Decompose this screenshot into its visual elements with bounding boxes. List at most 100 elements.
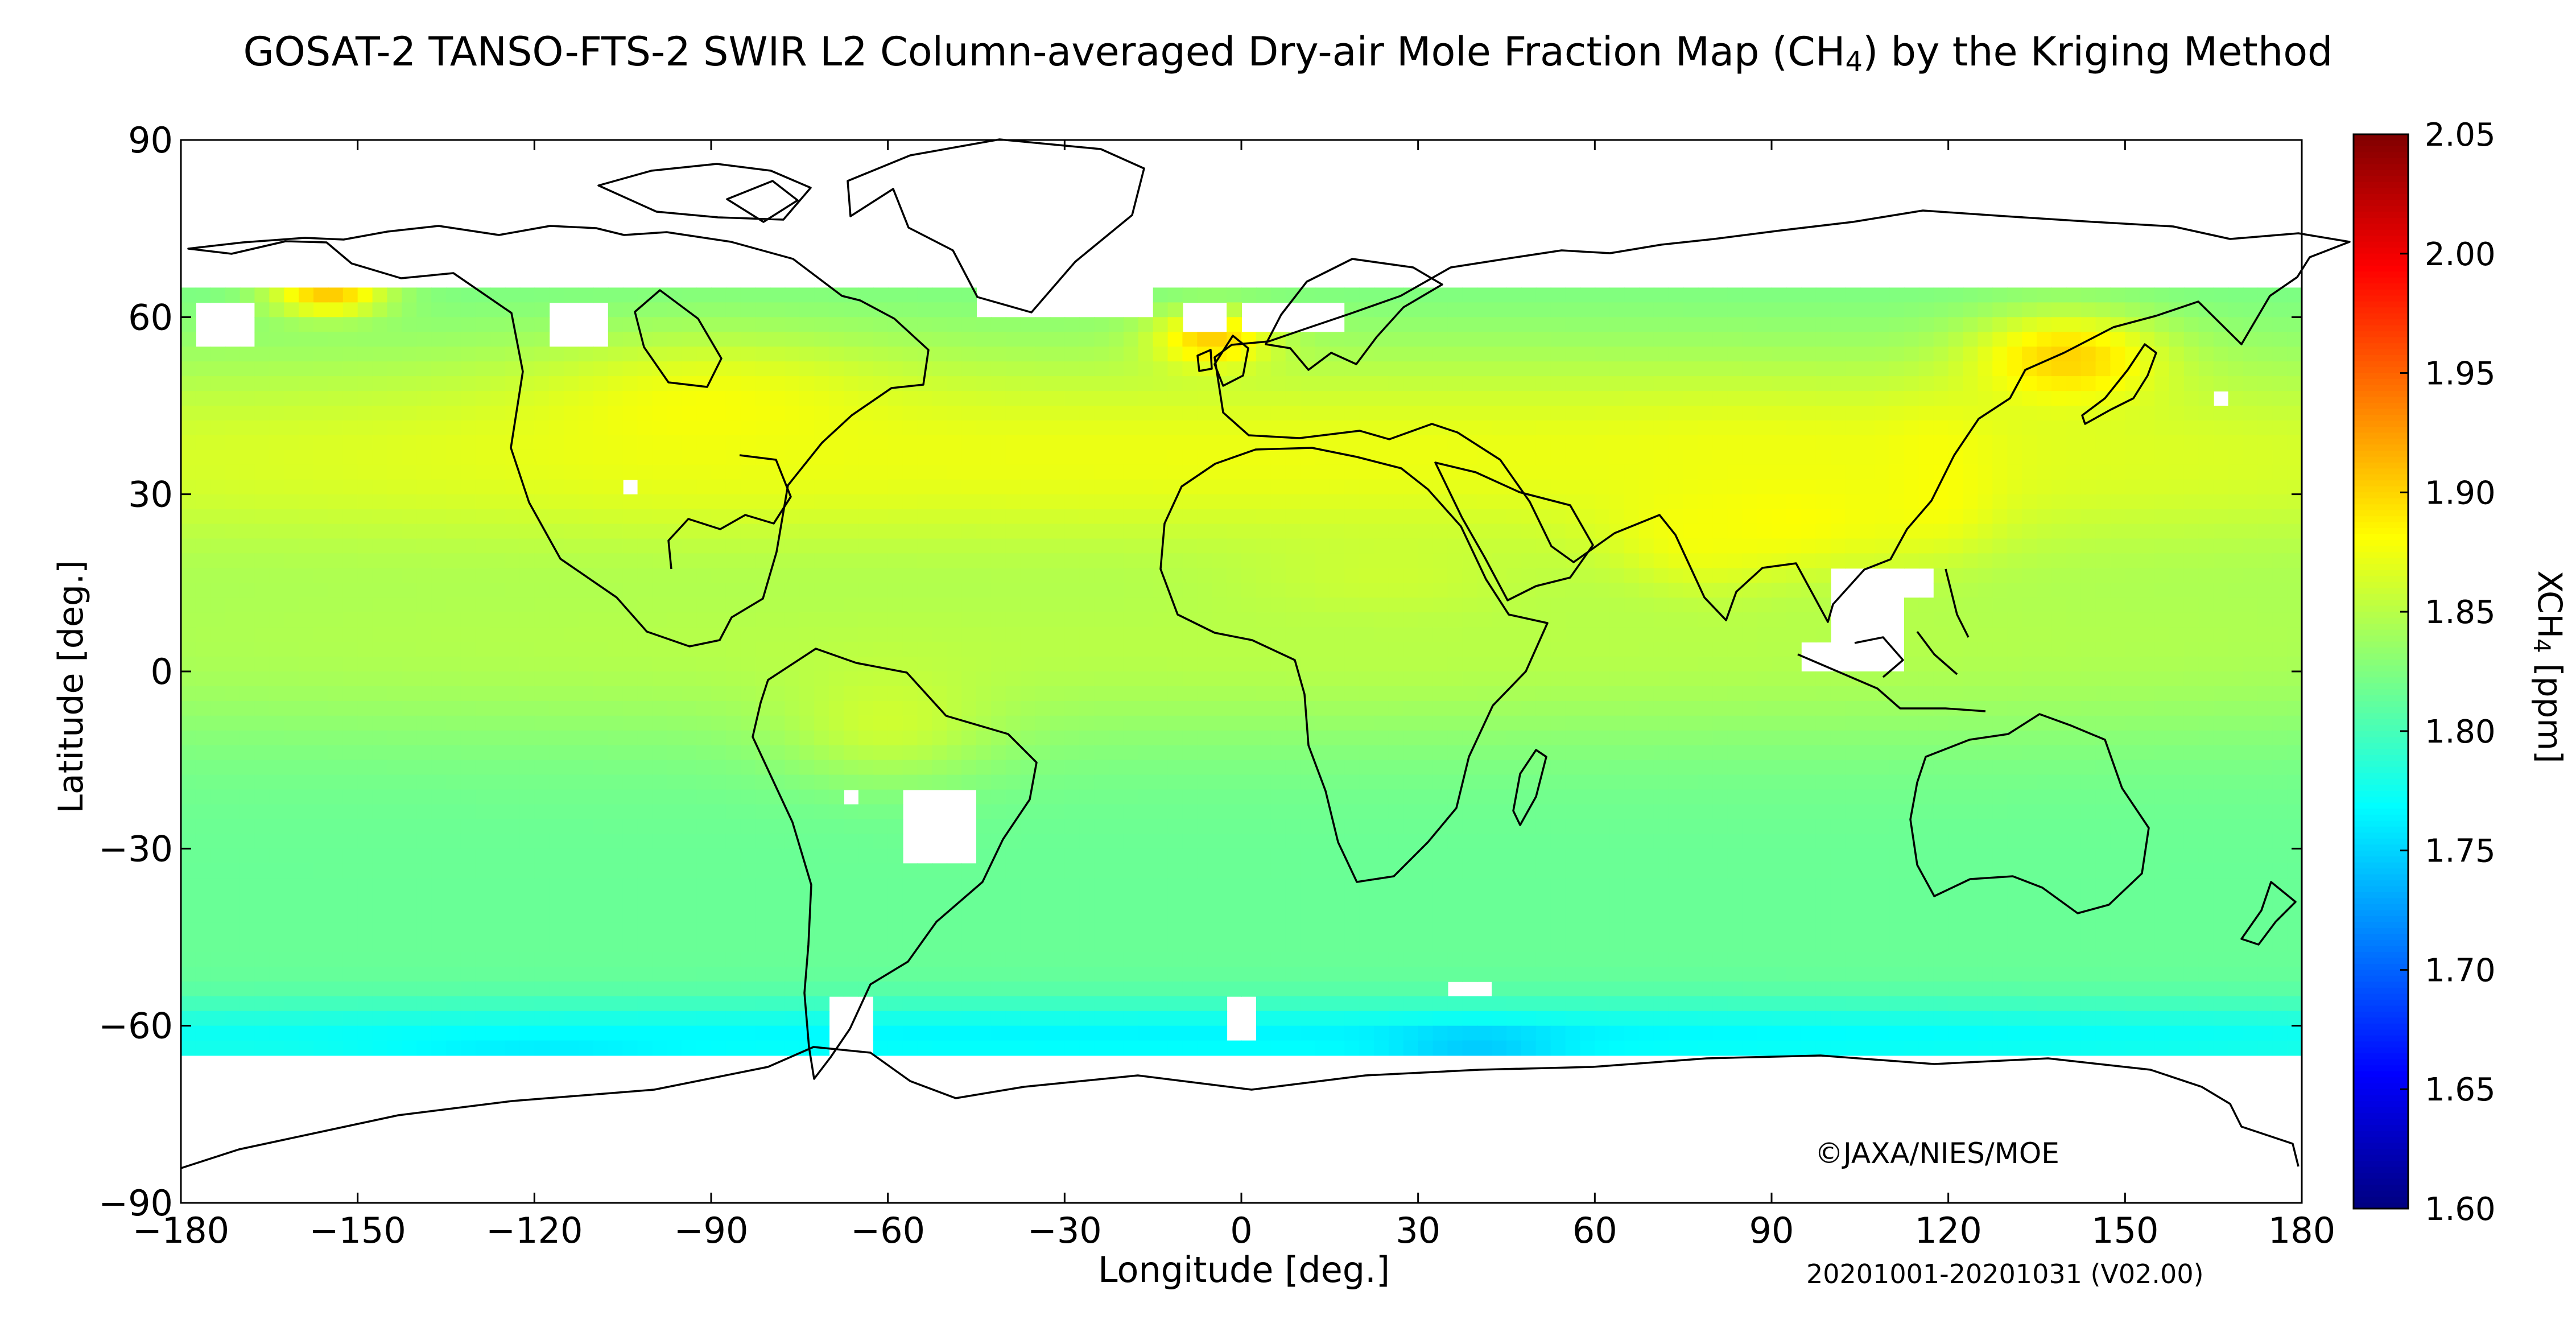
heatmap-cell: [519, 523, 535, 539]
heatmap-cell: [210, 642, 226, 657]
heatmap-cell: [1285, 789, 1301, 805]
heatmap-cell: [1550, 332, 1566, 348]
heatmap-cell: [932, 612, 948, 628]
heatmap-cell: [1757, 523, 1772, 539]
heatmap-cell: [2080, 287, 2096, 303]
heatmap-cell: [1668, 376, 1684, 391]
heatmap-cell: [858, 347, 874, 362]
heatmap-cell: [210, 347, 226, 362]
heatmap-cell: [1565, 686, 1581, 702]
heatmap-cell: [195, 597, 211, 613]
heatmap-cell: [1565, 479, 1581, 495]
heatmap-cell: [1403, 583, 1419, 599]
heatmap-cell: [2154, 509, 2170, 525]
heatmap-cell: [1477, 523, 1493, 539]
heatmap-cell: [1094, 597, 1109, 613]
heatmap-cell: [1845, 376, 1861, 391]
heatmap-cell: [549, 760, 565, 776]
heatmap-cell: [1477, 686, 1493, 702]
heatmap-cell: [1418, 686, 1434, 702]
heatmap-cell: [372, 774, 388, 790]
heatmap-cell: [1624, 287, 1640, 303]
heatmap-cell: [622, 583, 638, 599]
heatmap-cell: [1860, 332, 1876, 348]
heatmap-cell: [667, 347, 683, 362]
heatmap-cell: [2272, 523, 2288, 539]
heatmap-cell: [181, 361, 196, 377]
heatmap-cell: [313, 391, 329, 406]
heatmap-cell: [2213, 700, 2229, 716]
heatmap-cell: [2022, 745, 2037, 761]
heatmap-cell: [313, 686, 329, 702]
heatmap-cell: [2272, 774, 2288, 790]
heatmap-cell: [2213, 420, 2229, 436]
heatmap-cell: [1978, 597, 1993, 613]
heatmap-cell: [1712, 671, 1728, 687]
heatmap-cell: [2243, 538, 2259, 554]
heatmap-cell: [1963, 391, 1979, 406]
heatmap-cell: [1020, 568, 1036, 584]
heatmap-cell: [181, 745, 196, 761]
heatmap-cell: [1948, 479, 1964, 495]
heatmap-cell: [976, 671, 992, 687]
heatmap-cell: [564, 700, 579, 716]
heatmap-cell: [519, 420, 535, 436]
heatmap-cell: [1698, 435, 1714, 451]
heatmap-cell: [652, 597, 668, 613]
heatmap-cell: [961, 774, 977, 790]
heatmap-cell: [1727, 774, 1743, 790]
heatmap-cell: [1801, 287, 1817, 303]
heatmap-cell: [1359, 553, 1374, 569]
heatmap-cell: [342, 671, 358, 687]
heatmap-cell: [1801, 715, 1817, 731]
heatmap-cell: [1963, 332, 1979, 348]
heatmap-cell: [799, 612, 815, 628]
heatmap-cell: [2243, 700, 2259, 716]
heatmap-cell: [1477, 347, 1493, 362]
heatmap-cell: [2066, 745, 2082, 761]
heatmap-cell: [2169, 568, 2185, 584]
heatmap-cell: [1462, 642, 1478, 657]
heatmap-cell: [2051, 568, 2067, 584]
heatmap-cell: [1344, 538, 1360, 554]
heatmap-cell: [1212, 464, 1228, 480]
heatmap-cell: [475, 686, 491, 702]
heatmap-cell: [1580, 715, 1596, 731]
heatmap-cell: [2140, 479, 2156, 495]
heatmap-cell: [254, 538, 270, 554]
heatmap-cell: [1256, 612, 1272, 628]
heatmap-cell: [593, 774, 609, 790]
heatmap-cell: [2022, 568, 2037, 584]
heatmap-cell: [593, 406, 609, 421]
heatmap-cell: [902, 715, 918, 731]
heatmap-cell: [1904, 464, 1919, 480]
heatmap-cell: [1683, 657, 1699, 672]
heatmap-cell: [1256, 583, 1272, 599]
title-text-end: ) by the Kriging Method: [1863, 28, 2333, 75]
heatmap-cell: [1064, 347, 1080, 362]
heatmap-cell: [1963, 376, 1979, 391]
heatmap-cell: [2080, 612, 2096, 628]
heatmap-cell: [1757, 730, 1772, 746]
heatmap-cell: [1918, 627, 1934, 643]
heatmap-cell: [313, 287, 329, 303]
heatmap-cell: [2272, 347, 2288, 362]
heatmap-cell: [2154, 700, 2170, 716]
heatmap-cell: [1801, 774, 1817, 790]
heatmap-cell: [1227, 391, 1242, 406]
heatmap-cell: [637, 435, 653, 451]
heatmap-cell: [1492, 715, 1507, 731]
heatmap-cell: [2022, 435, 2037, 451]
heatmap-cell: [1668, 479, 1684, 495]
heatmap-cell: [431, 553, 447, 569]
heatmap-cell: [2125, 760, 2141, 776]
heatmap-cell: [2007, 715, 2023, 731]
heatmap-cell: [284, 627, 300, 643]
heatmap-cell: [1109, 450, 1124, 465]
heatmap-cell: [342, 657, 358, 672]
heatmap-cell: [2198, 568, 2214, 584]
heatmap-cell: [2228, 568, 2244, 584]
heatmap-cell: [313, 730, 329, 746]
heatmap-cell: [1167, 715, 1183, 731]
heatmap-cell: [416, 302, 432, 318]
